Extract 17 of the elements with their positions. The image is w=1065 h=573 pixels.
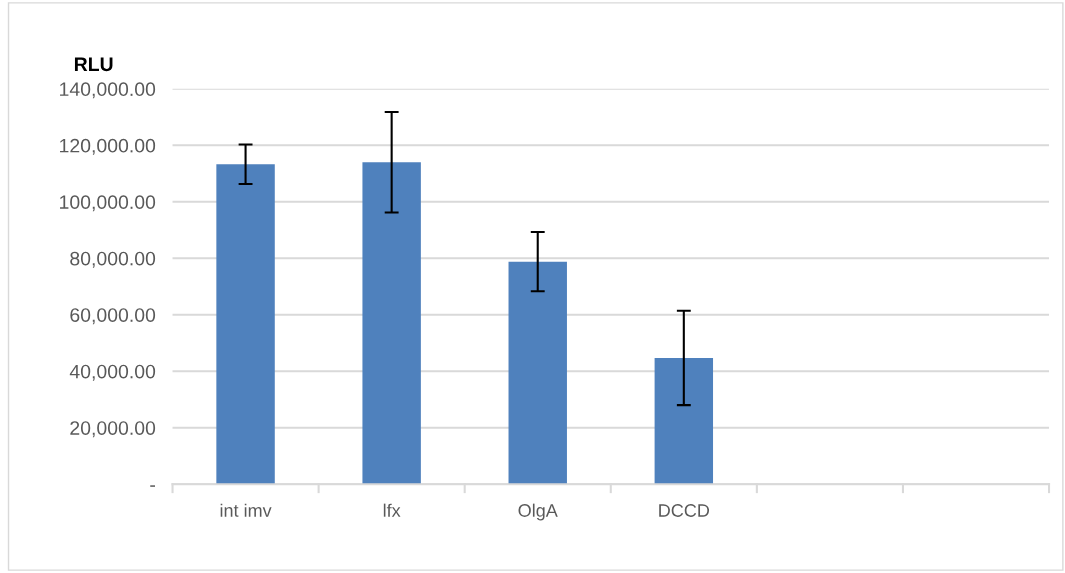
bar bbox=[362, 162, 421, 485]
y-tick-label: 120,000.00 bbox=[60, 138, 156, 155]
y-tick-label: 80,000.00 bbox=[70, 251, 156, 268]
y-tick-label: 60,000.00 bbox=[70, 308, 156, 325]
x-tick-label: OlgA bbox=[518, 503, 558, 521]
x-tick-label: lfx bbox=[383, 503, 401, 517]
y-tick-label: 20,000.00 bbox=[70, 421, 156, 438]
bar bbox=[508, 261, 567, 485]
y-tick-label: 140,000.00 bbox=[60, 82, 156, 99]
y-tick-label: 100,000.00 bbox=[60, 195, 156, 212]
x-tick-label: int imv bbox=[220, 503, 272, 517]
y-tick-label: 40,000.00 bbox=[69, 364, 156, 381]
bar bbox=[654, 357, 714, 485]
x-tick-label: DCCD bbox=[659, 504, 710, 517]
bar bbox=[216, 164, 275, 485]
y-tick-label: - bbox=[150, 485, 155, 487]
y-axis-title: RLU bbox=[74, 57, 113, 72]
